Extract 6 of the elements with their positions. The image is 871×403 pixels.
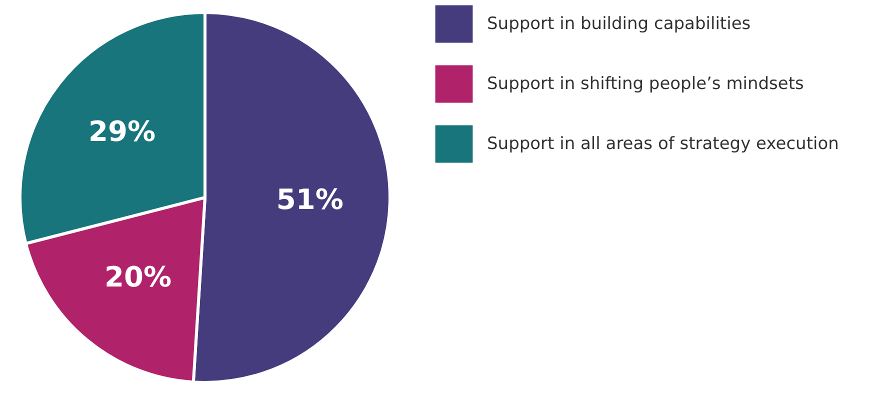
data-label: 51% [276,182,344,216]
data-label: 29% [88,115,156,148]
data-label: 20% [104,260,172,294]
legend-label: Support in building capabilities [487,14,751,34]
legend-label: Support in all areas of strategy execution [487,134,839,154]
legend-label: Support in shifting people’s mindsets [487,74,804,94]
